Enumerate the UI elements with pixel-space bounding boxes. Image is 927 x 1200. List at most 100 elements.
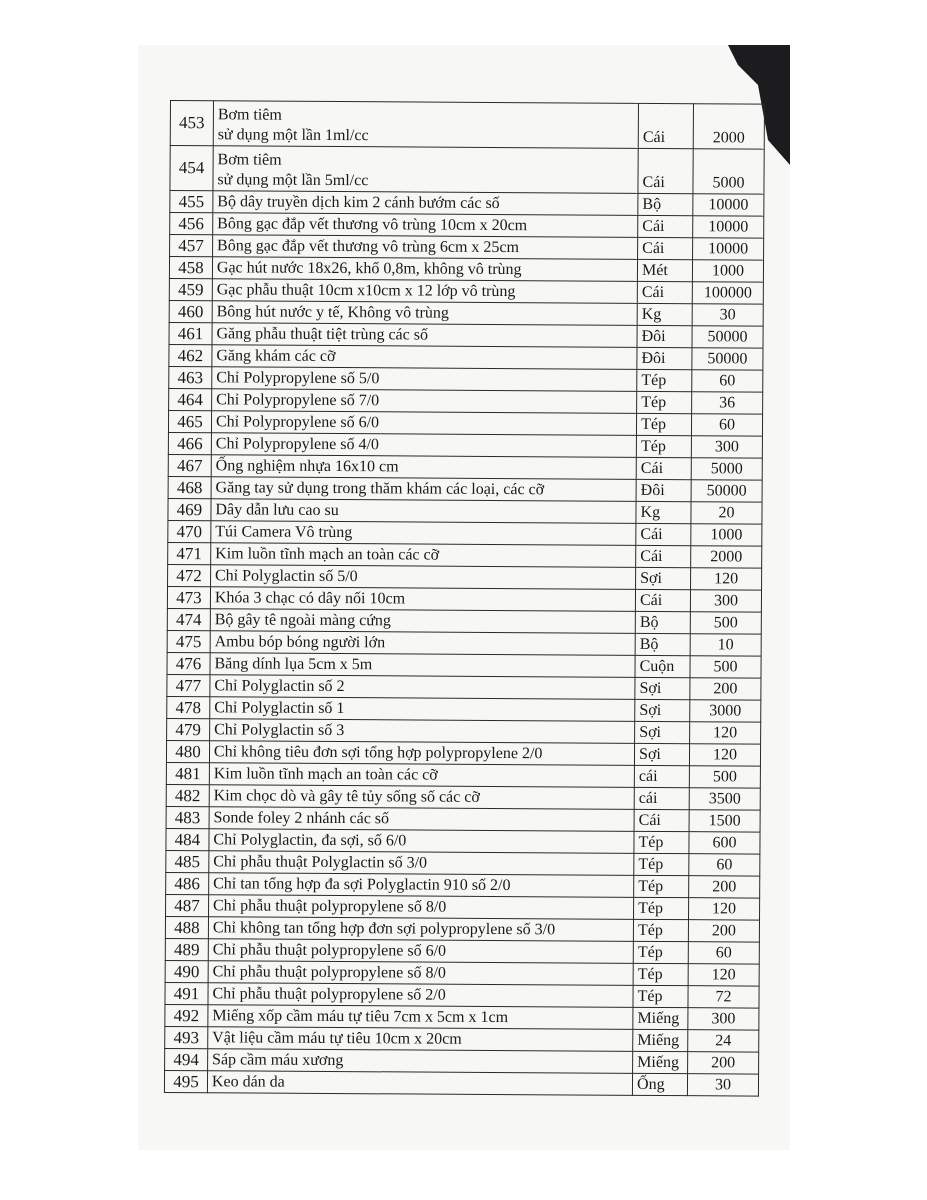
row-number: 460 (169, 300, 213, 323)
quantity: 500 (690, 611, 762, 635)
unit: Sợi (635, 567, 691, 590)
table-row: 471 Kim luồn tĩnh mạch an toàn các cỡ Cái 2… (167, 542, 762, 569)
table-row: 493 Vật liệu cầm máu tự tiêu 10cm x 20cm M… (164, 1026, 759, 1053)
row-number: 483 (166, 806, 210, 829)
row-number: 453 (170, 100, 214, 146)
quantity: 200 (688, 875, 760, 899)
item-name: Túi Camera Vô trùng (210, 520, 637, 546)
table-row: 474 Bộ gây tê ngoài màng cứng Bộ 500 (167, 608, 762, 635)
unit: Bộ (635, 611, 691, 634)
row-number: 494 (164, 1048, 208, 1071)
item-name: Găng tay sử dụng trong thăm khám các loạ… (211, 476, 637, 502)
unit: Tép (636, 413, 692, 436)
unit: cái (634, 765, 690, 788)
item-name: Chỉ Polyglactin số 3 (209, 718, 635, 744)
unit: Miếng (632, 1051, 688, 1074)
table-row: 495 Keo dán da Ống 30 (164, 1070, 759, 1097)
quantity: 24 (687, 1029, 759, 1053)
quantity: 200 (689, 677, 761, 701)
quantity: 600 (688, 831, 761, 855)
quantity: 72 (688, 985, 760, 1009)
item-name: Khóa 3 chạc có dây nối 10cm (210, 586, 636, 612)
unit: Bộ (635, 633, 691, 656)
unit: Miếng (632, 1029, 688, 1052)
quantity: 1000 (692, 259, 764, 283)
quantity: 500 (689, 765, 761, 789)
quantity: 300 (687, 1007, 759, 1031)
table-row: 494 Sáp cầm máu xương Miếng 200 (164, 1048, 759, 1075)
row-number: 470 (167, 520, 211, 543)
row-number: 473 (167, 586, 211, 609)
row-number: 468 (168, 476, 212, 499)
row-number: 482 (166, 784, 210, 807)
row-number: 471 (167, 542, 211, 565)
table-row: 480 Chỉ không tiêu đơn sợi tổng hợp polyp… (166, 740, 761, 767)
table-row: 486 Chỉ tan tổng hợp đa sợi Polyglactin 9… (165, 872, 760, 899)
quantity: 200 (688, 919, 760, 943)
table-row: 491 Chỉ phẫu thuật polypropylene số 2/0 Té… (164, 982, 760, 1009)
item-name: Chỉ phẫu thuật polypropylene số 8/0 (208, 894, 634, 920)
row-number: 475 (167, 630, 211, 653)
unit: Ống (632, 1073, 688, 1096)
supplies-table: 453 Bơm tiêm sử dụng một lần 1ml/cc Cái 2000… (164, 100, 765, 1097)
quantity: 50000 (692, 325, 764, 349)
quantity: 100000 (692, 281, 764, 305)
unit: Tép (633, 919, 689, 942)
quantity: 36 (691, 391, 763, 415)
item-name: Chỉ phẫu thuật polypropylene số 8/0 (208, 960, 634, 986)
row-number: 478 (166, 696, 210, 719)
row-number: 484 (165, 828, 209, 851)
item-name: Bơm tiêm sử dụng một lần 5ml/cc (212, 145, 639, 194)
row-number: 467 (168, 454, 212, 477)
row-number: 488 (165, 916, 209, 939)
unit: Tép (636, 435, 692, 458)
unit: Tép (633, 985, 689, 1008)
row-number: 457 (169, 234, 213, 257)
row-number: 472 (167, 564, 211, 587)
table-row: 460 Bông hút nước y tế, Không vô trùng Kg 3… (169, 300, 764, 327)
quantity: 30 (687, 1073, 759, 1097)
table-row: 457 Bông gạc đắp vết thương vô trùng 6cm … (169, 234, 764, 261)
row-number: 489 (165, 938, 209, 961)
quantity: 300 (691, 435, 763, 459)
quantity: 60 (688, 941, 760, 965)
table-row: 481 Kim luồn tĩnh mạch an toàn các cỡ cái 5… (166, 762, 761, 789)
unit: Bộ (637, 193, 693, 216)
item-name: Gạc hút nước 18x26, khổ 0,8m, không vô t… (212, 256, 638, 282)
table-row: 488 Chỉ không tan tổng hợp đơn sợi polypr… (165, 916, 760, 943)
table-row: 477 Chỉ Polyglactin số 2 Sợi 200 (166, 674, 761, 701)
unit: Kg (637, 303, 693, 326)
table-row: 489 Chỉ phẫu thuật polypropylene số 6/0 Té… (165, 938, 760, 965)
table-row: 490 Chỉ phẫu thuật polypropylene số 8/0 Té… (165, 960, 760, 987)
unit: Cái (637, 215, 693, 238)
item-name: Keo dán da (207, 1070, 633, 1096)
item-name-line1: Bơm tiêm (217, 151, 282, 169)
item-name: Chỉ không tan tổng hợp đơn sợi polypropy… (208, 916, 634, 942)
item-name: Băng dính lụa 5cm x 5m (209, 652, 636, 678)
unit: Đôi (637, 325, 693, 348)
row-number: 480 (166, 740, 210, 763)
table-row: 483 Sonde foley 2 nhánh các số Cái 1500 (166, 806, 761, 833)
quantity: 50000 (691, 479, 763, 503)
table-row: 456 Bông gạc đắp vết thương vô trùng 10cm… (169, 212, 764, 239)
unit: Tép (636, 369, 692, 392)
table-row: 476 Băng dính lụa 5cm x 5m Cuộn 500 (166, 652, 762, 679)
table-row: 459 Gạc phẫu thuật 10cm x10cm x 12 lớp vô… (169, 278, 764, 305)
unit: Cái (635, 589, 691, 612)
item-name: Chỉ phẫu thuật polypropylene số 2/0 (207, 982, 634, 1008)
table-row: 484 Chỉ Polyglactin, đa sợi, số 6/0 Tép 600 (165, 828, 761, 855)
row-number: 490 (165, 960, 209, 983)
unit: Sợi (634, 677, 691, 700)
quantity: 10000 (692, 193, 764, 217)
table-row: 453 Bơm tiêm sử dụng một lần 1ml/cc Cái 2000 (170, 100, 765, 150)
row-number: 465 (168, 410, 212, 433)
row-number: 486 (165, 872, 209, 895)
table-row: 462 Găng khám các cỡ Đôi 50000 (168, 344, 763, 371)
row-number: 493 (164, 1026, 208, 1049)
table-row: 468 Găng tay sử dụng trong thăm khám các … (168, 476, 763, 503)
scan-shadow-corner (728, 45, 790, 165)
table-row: 479 Chỉ Polyglactin số 3 Sợi 120 (166, 718, 761, 745)
row-number: 462 (168, 344, 212, 367)
row-number: 469 (167, 498, 212, 521)
table-row: 487 Chỉ phẫu thuật polypropylene số 8/0 Té… (165, 894, 760, 921)
